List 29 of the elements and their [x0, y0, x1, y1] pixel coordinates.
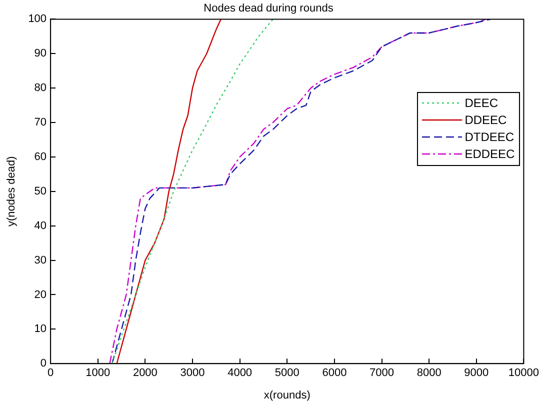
y-tick-label: 60	[34, 150, 47, 163]
y-tick-label: 50	[34, 185, 47, 198]
x-tick-label: 5000	[274, 367, 300, 380]
legend-label: DDEEC	[464, 113, 507, 128]
y-tick-label: 100	[28, 13, 47, 26]
legend-label: EDDEEC	[464, 147, 515, 162]
y-tick-label: 20	[34, 288, 47, 301]
chart-title: Nodes dead during rounds	[204, 2, 334, 15]
y-tick-label: 40	[34, 220, 47, 232]
y-tick-label: 90	[34, 48, 47, 60]
x-tick-label: 6000	[322, 367, 347, 380]
y-tick-label: 0	[40, 358, 47, 370]
x-tick-label: 2000	[132, 367, 158, 380]
y-axis-title: y(nodes dead)	[6, 156, 18, 227]
y-tick-label: 10	[34, 323, 47, 336]
line-series	[111, 19, 274, 364]
x-tick-label: 1000	[86, 367, 110, 380]
y-tick-label: 70	[34, 116, 47, 129]
x-axis-title: x(rounds)	[264, 389, 310, 402]
legend-label: DTDEEC	[464, 130, 514, 144]
x-tick-label: 10000	[508, 367, 540, 380]
y-tick-label: 80	[34, 82, 47, 94]
x-tick-label: 4000	[228, 367, 252, 380]
x-tick-label: 8000	[416, 367, 442, 380]
x-tick-label: 7000	[370, 367, 394, 380]
legend-label: DEEC	[464, 96, 498, 110]
x-tick-label: 9000	[464, 367, 489, 380]
y-tick-label: 30	[34, 254, 47, 266]
x-tick-label: 3000	[180, 367, 205, 380]
